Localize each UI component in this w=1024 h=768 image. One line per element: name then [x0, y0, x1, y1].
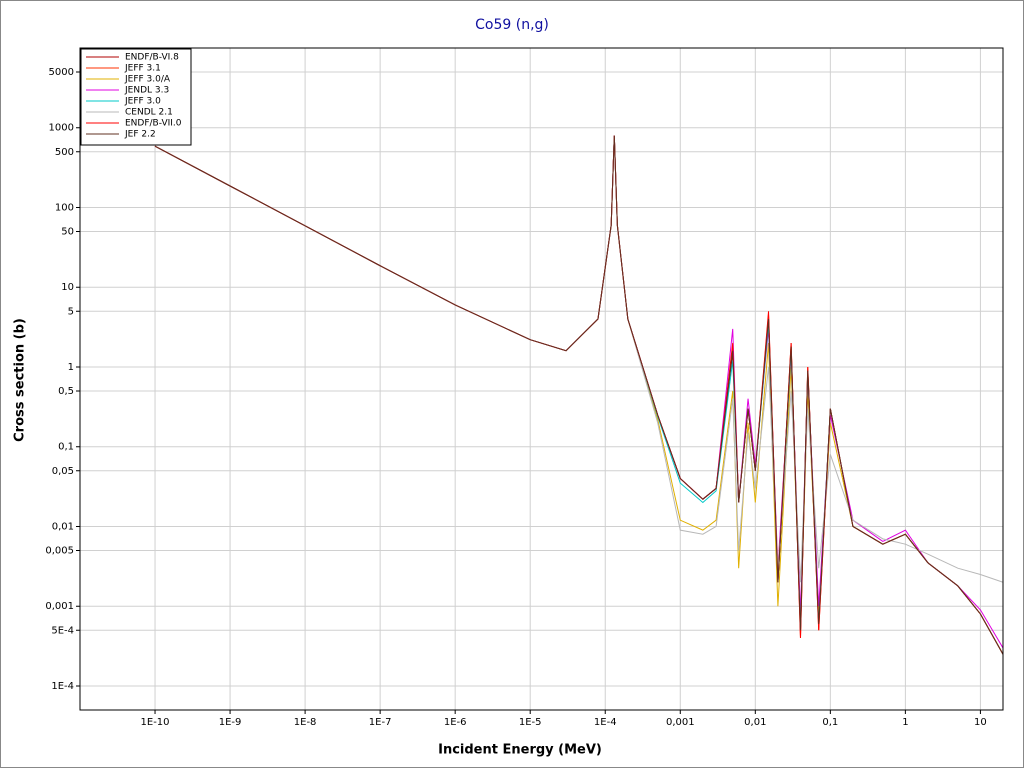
x-tick-label: 1E-4 [594, 717, 617, 728]
x-axis-label: Incident Energy (MeV) [438, 743, 602, 758]
y-tick-label: 0,01 [52, 521, 74, 532]
y-tick-label: 0,1 [58, 442, 74, 453]
y-tick-label: 1 [68, 362, 74, 373]
chart-title: Co59 (n,g) [475, 17, 549, 33]
x-tick-label: 1 [902, 717, 908, 728]
legend-label: ENDF/B-VII.0 [125, 119, 182, 129]
x-tick-label: 0,1 [822, 717, 838, 728]
x-tick-label: 1E-9 [219, 717, 242, 728]
y-tick-label: 10 [61, 282, 74, 293]
y-tick-label: 50 [61, 227, 74, 238]
y-tick-label: 0,5 [58, 386, 74, 397]
legend-box [80, 48, 192, 146]
ticks: 1E-10 1E-9 1E-8 1E-7 1E-6 1E-5 1E-4 0,001 0,01 0,… [45, 67, 986, 728]
legend-label: CENDL 2.1 [125, 108, 173, 118]
x-tick-label: 1E-7 [369, 717, 392, 728]
y-axis-label: Cross section (b) [13, 318, 28, 442]
legend-label: JEFF 3.0 [124, 97, 161, 107]
y-tick-label: 0,05 [52, 466, 74, 477]
grid [80, 48, 1003, 710]
legend-label: JEF 2.2 [124, 130, 156, 140]
y-tick-label: 1E-4 [51, 681, 74, 692]
y-tick-label: 0,001 [45, 601, 74, 612]
lines [154, 135, 1004, 655]
y-tick-label: 0,005 [45, 546, 74, 557]
x-tick-label: 10 [974, 717, 987, 728]
series-line [154, 135, 1004, 655]
y-tick-label: 5000 [49, 67, 74, 78]
x-tick-label: 1E-8 [294, 717, 317, 728]
y-tick-label: 5 [68, 306, 74, 317]
y-tick-label: 1000 [49, 123, 74, 134]
x-tick-label: 1E-6 [444, 717, 467, 728]
legend-label: JEFF 3.0/A [124, 75, 171, 85]
x-tick-label: 0,01 [744, 717, 766, 728]
legend-label: ENDF/B-VI.8 [125, 53, 179, 63]
x-tick-label: 0,001 [666, 717, 695, 728]
plot-border [79, 47, 1004, 711]
legend-label: JENDL 3.3 [124, 86, 169, 96]
y-tick-label: 500 [55, 147, 74, 158]
x-tick-label: 1E-10 [141, 717, 170, 728]
plot-area [80, 48, 1003, 710]
y-tick-label: 5E-4 [51, 625, 74, 636]
y-tick-label: 100 [55, 202, 74, 213]
legend-label: JEFF 3.1 [124, 64, 161, 74]
x-tick-label: 1E-5 [519, 717, 542, 728]
